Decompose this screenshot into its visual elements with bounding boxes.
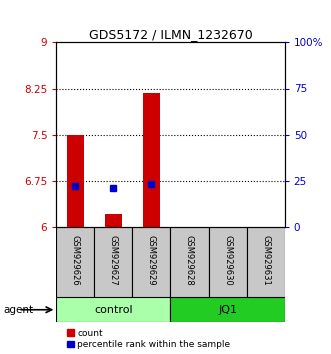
- Text: agent: agent: [3, 305, 33, 315]
- Text: GSM929629: GSM929629: [147, 235, 156, 286]
- Bar: [132, 227, 170, 297]
- Bar: [170, 227, 209, 297]
- Bar: [209, 227, 247, 297]
- Bar: [143, 93, 160, 227]
- Text: GSM929628: GSM929628: [185, 235, 194, 286]
- Legend: count, percentile rank within the sample: count, percentile rank within the sample: [68, 329, 230, 349]
- Text: GSM929631: GSM929631: [261, 235, 270, 286]
- Bar: [247, 227, 285, 297]
- Bar: [170, 297, 285, 322]
- Text: JQ1: JQ1: [218, 305, 237, 315]
- Bar: [67, 135, 84, 227]
- Bar: [105, 214, 122, 227]
- Text: GSM929630: GSM929630: [223, 235, 232, 286]
- Text: GSM929626: GSM929626: [71, 235, 80, 286]
- Bar: [56, 227, 94, 297]
- Text: GSM929627: GSM929627: [109, 235, 118, 286]
- Bar: [94, 227, 132, 297]
- Bar: [56, 297, 170, 322]
- Text: control: control: [94, 305, 133, 315]
- Title: GDS5172 / ILMN_1232670: GDS5172 / ILMN_1232670: [89, 28, 252, 41]
